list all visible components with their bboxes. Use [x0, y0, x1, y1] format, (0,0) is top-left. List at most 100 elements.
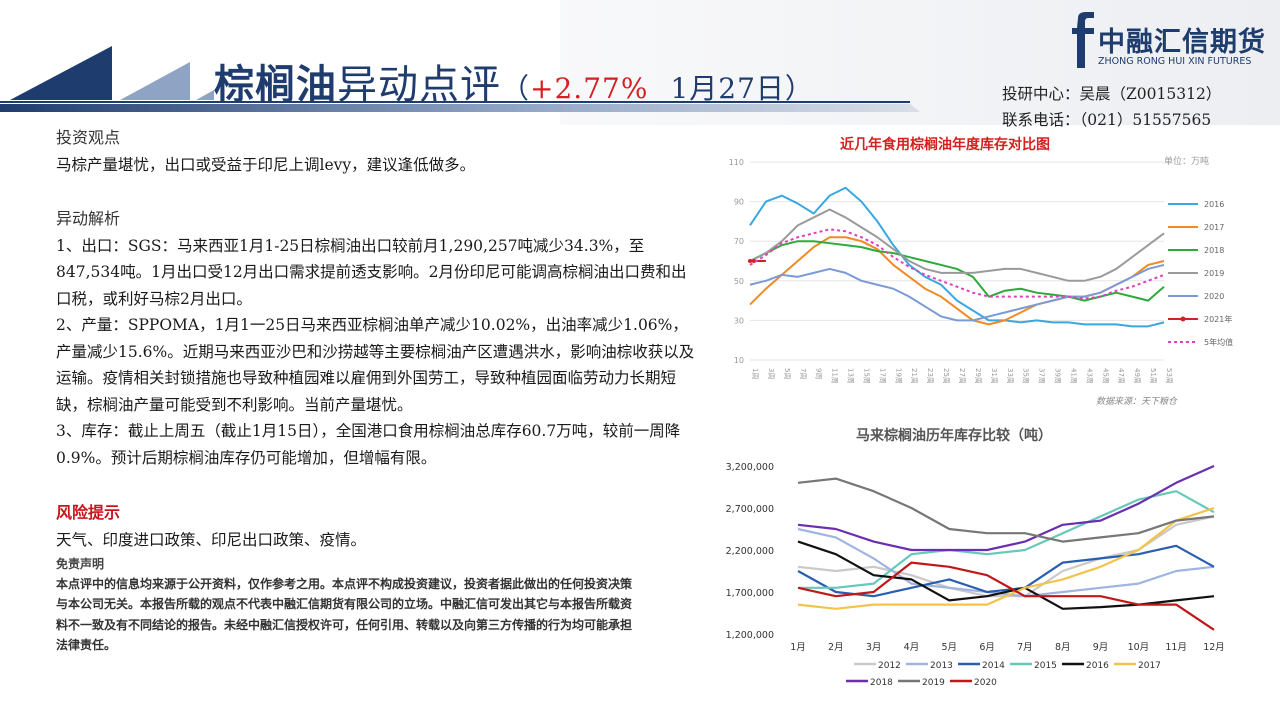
chart1-ytick: 110 — [729, 158, 744, 167]
chart-malaysia-stock: 马来棕榈油历年库存比较（吨） 1,200,000 1,700,000 2,200,0… — [716, 420, 1236, 700]
chart2-xtick: 1月 — [790, 642, 806, 653]
chart2-xtick: 6月 — [979, 642, 995, 653]
chart1-xtick: 35周 — [1022, 368, 1030, 384]
chart1-xtick: 9周 — [815, 368, 823, 379]
chart2-ytick: 3,200,000 — [726, 462, 774, 473]
change-percent: +2.77% — [530, 72, 649, 105]
content-left-column: 投资观点 马棕产量堪忧，出口或受益于印尼上调levy，建议逢低做多。 异动解析 … — [56, 124, 696, 656]
chart1-ytick: 90 — [734, 198, 744, 207]
chart1-xtick: 19周 — [894, 368, 902, 384]
chart1-xtick: 37周 — [1038, 368, 1046, 384]
chart1-xtick: 13周 — [847, 368, 855, 384]
chart2-xtick: 12月 — [1203, 642, 1225, 653]
chart-malaysia-stock-svg: 马来棕榈油历年库存比较（吨） 1,200,000 1,700,000 2,200,0… — [726, 427, 1225, 688]
chart2-xtick: 10月 — [1128, 642, 1150, 653]
chart1-xtick: 41周 — [1069, 368, 1077, 384]
chart2-ytick: 2,700,000 — [726, 504, 774, 515]
chart1-ytick: 30 — [734, 316, 744, 325]
chart1-ytick: 10 — [734, 356, 744, 365]
title-date: 1月27日 — [670, 72, 785, 105]
analyst-info: 投研中心：吴晨（Z0015312） — [1002, 85, 1222, 103]
chart2-xtick: 5月 — [941, 642, 957, 653]
chart2-legend-label: 2016 — [1086, 661, 1109, 671]
chart1-ytick: 70 — [734, 237, 744, 246]
page-title: 棕榈油异动点评（+2.77% 1月27日） — [214, 52, 814, 110]
analysis-inventory: 3、库存：截止上周五（截止1月15日），全国港口食用棕榈油总库存60.7万吨，较… — [56, 422, 681, 467]
chart2-legend-label: 2012 — [878, 661, 901, 671]
chart1-xtick: 53周 — [1165, 368, 1173, 384]
chart2-series-2020 — [797, 561, 1215, 631]
chart1-ytick: 50 — [734, 277, 744, 286]
chart2-xtick: 9月 — [1093, 642, 1109, 653]
chart1-xtick: 7周 — [799, 368, 807, 379]
section-title-analysis: 异动解析 — [56, 208, 121, 228]
chart2-xtick: 8月 — [1055, 642, 1071, 653]
chart2-legend-label: 2019 — [922, 678, 945, 688]
chart1-point — [748, 259, 752, 263]
section-title-view: 投资观点 — [56, 128, 121, 147]
chart2-series-2019 — [797, 477, 1215, 543]
chart1-xtick: 23周 — [926, 368, 934, 384]
chart1-xtick: 39周 — [1054, 368, 1062, 384]
chart1-xtick: 11周 — [831, 368, 839, 384]
chart1-xtick: 45周 — [1101, 368, 1109, 384]
chart2-legend-label: 2015 — [1034, 661, 1057, 671]
title-main: 棕榈油 — [214, 61, 337, 108]
chart1-legend-label: 2020 — [1204, 292, 1224, 301]
chart2-series-2015 — [798, 490, 1215, 589]
company-logo-icon: zn — [1072, 12, 1094, 68]
chart2-legend-label: 2013 — [930, 661, 953, 671]
chart1-xtick: 3周 — [767, 368, 775, 379]
chart2-legend-label: 2020 — [974, 678, 997, 688]
chart2-ytick: 1,700,000 — [726, 588, 774, 599]
chart1-xtick: 29周 — [974, 368, 982, 384]
chart2-legend-label: 2014 — [982, 661, 1005, 671]
chart1-unit: 单位：万吨 — [1164, 155, 1209, 167]
chart1-series-5年均值 — [749, 228, 1165, 300]
chart2-xtick: 2月 — [828, 642, 844, 653]
chart1-xtick: 47周 — [1117, 368, 1125, 384]
chart1-legend-marker — [1180, 316, 1186, 322]
chart2-title: 马来棕榈油历年库存比较（吨） — [856, 427, 1052, 444]
chart2-legend-label: 2017 — [1138, 661, 1161, 671]
chart2-xtick: 7月 — [1017, 642, 1033, 653]
chart2-series-2014 — [797, 544, 1215, 598]
chart-stock-weekly-svg: 近几年食用棕榈油年度库存对比图 单位：万吨 数据来源：天下粮仓 10 30 50 70… — [716, 132, 1236, 414]
chart2-series-2018 — [797, 464, 1215, 552]
chart1-xtick: 25周 — [942, 368, 950, 384]
chart1-legend-label: 2016 — [1204, 200, 1224, 209]
chart-stock-weekly: 近几年食用棕榈油年度库存对比图 单位：万吨 数据来源：天下粮仓 10 30 50 70… — [716, 132, 1236, 414]
chart2-xtick: 11月 — [1165, 642, 1187, 653]
chart1-xtick: 31周 — [990, 368, 998, 384]
chart1-xtick: 17周 — [878, 368, 886, 384]
contact-phone: 联系电话：（021）51557565 — [1002, 111, 1212, 129]
title-paren-close: ） — [784, 72, 814, 105]
section-title-risk: 风险提示 — [56, 503, 121, 522]
chart1-xtick: 5周 — [783, 368, 791, 379]
view-text: 马棕产量堪忧，出口或受益于印尼上调levy，建议逢低做多。 — [56, 156, 476, 174]
chart1-series-2020 — [749, 263, 1165, 322]
chart1-xtick: 15周 — [862, 368, 870, 384]
disclaimer-text: 本点评中的信息均来源于公开资料，仅作参考之用。本点评不构成投资建议，投资者据此做… — [56, 576, 633, 653]
chart1-xtick: 27周 — [958, 368, 966, 384]
chart2-series-2017 — [797, 506, 1215, 610]
chart1-legend-label: 2017 — [1204, 223, 1224, 232]
chart1-point — [751, 259, 756, 263]
chart2-series-2013 — [797, 527, 1215, 598]
logo-english-name: ZHONG RONG HUI XIN FUTURES — [1098, 56, 1252, 67]
title-paren-open: （ — [501, 72, 531, 105]
chart1-legend-label: 2019 — [1204, 269, 1224, 278]
chart2-ytick: 1,200,000 — [726, 630, 774, 641]
chart1-series-2016 — [749, 186, 1165, 328]
chart1-series-2019 — [749, 208, 1165, 282]
chart2-xtick: 4月 — [904, 642, 920, 653]
analysis-export: 1、出口：SGS：马来西亚1月1-25日棕榈油出口较前月1,290,257吨减少… — [56, 236, 687, 308]
chart1-xtick: 21周 — [910, 368, 918, 384]
analysis-production: 2、产量：SPPOMA，1月1一25日马来西亚棕榈油单产减少10.02%，出油率… — [56, 316, 695, 414]
chart2-ytick: 2,200,000 — [726, 546, 774, 557]
chart1-source: 数据来源：天下粮仓 — [1096, 396, 1178, 407]
chart2-legend-label: 2018 — [870, 678, 893, 688]
chart1-xtick: 1周 — [751, 368, 759, 379]
chart1-legend-label: 2018 — [1204, 246, 1224, 255]
chart1-xtick: 43周 — [1085, 368, 1093, 384]
